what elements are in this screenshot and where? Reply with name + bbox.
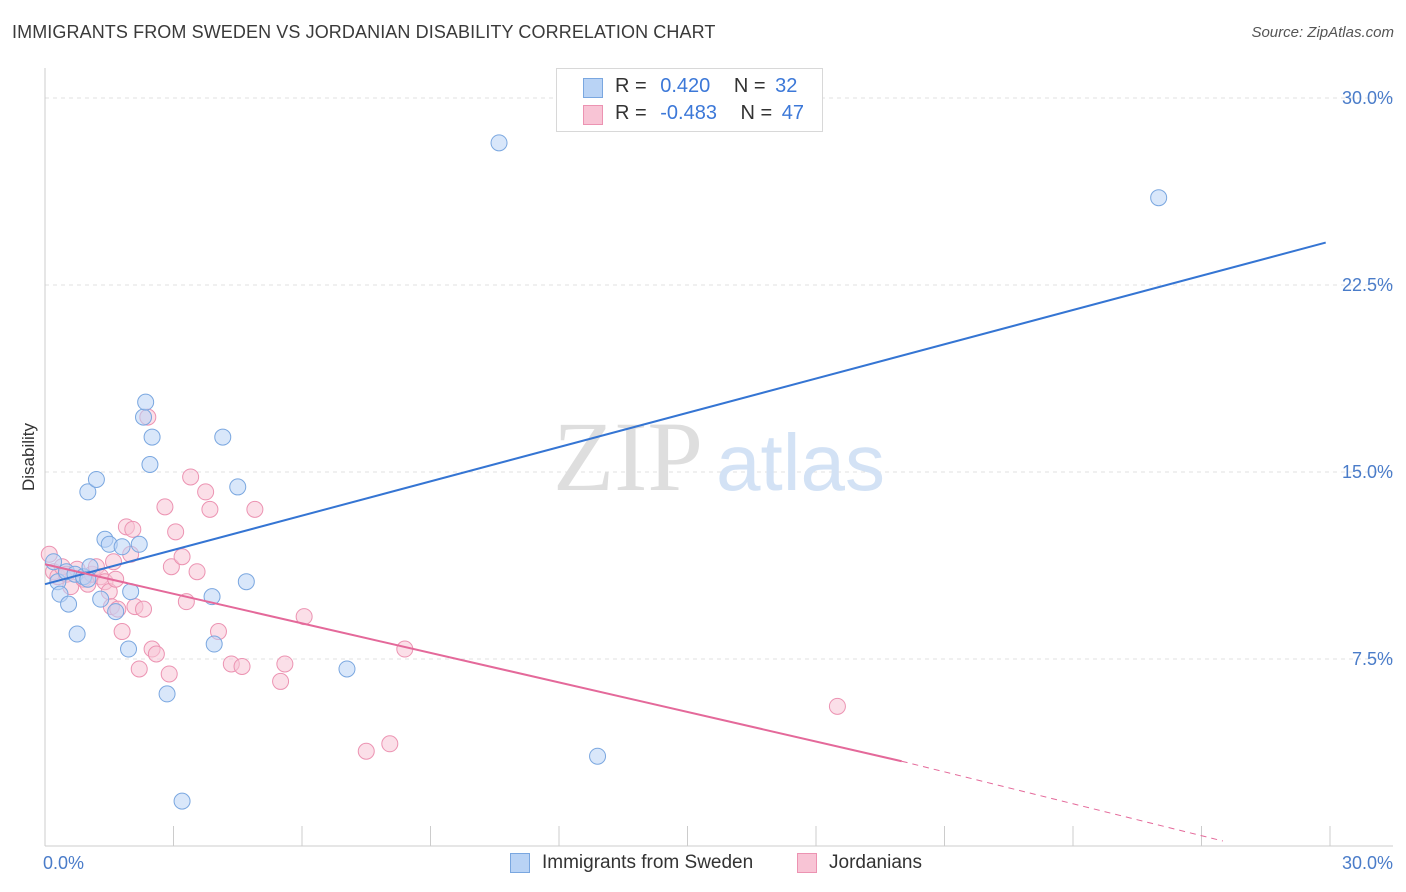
series-jordanians	[40, 408, 846, 760]
chart-title: IMMIGRANTS FROM SWEDEN VS JORDANIAN DISA…	[12, 22, 716, 42]
data-point-immigrants-from-sweden	[79, 483, 97, 501]
data-point-jordanians	[135, 600, 153, 618]
data-point-jordanians	[173, 548, 191, 566]
y-axis-title: Disability	[19, 422, 38, 491]
trend-line-jordanians-extrapolated	[901, 760, 1224, 842]
trend-lines	[44, 241, 1326, 842]
legend-swatch-pink	[797, 853, 817, 873]
data-point-immigrants-from-sweden	[141, 455, 159, 473]
n-label: N =	[733, 75, 766, 97]
legend-row-sweden: R = 0.420 N = 32	[557, 75, 822, 101]
r-label: R =	[615, 75, 647, 97]
x-tick-label: 0.0%	[43, 853, 84, 873]
tick-labels: 7.5% 15.0% 22.5% 30.0% 0.0% 30.0%	[43, 88, 1393, 873]
data-point-jordanians	[246, 500, 264, 518]
data-point-jordanians	[162, 558, 180, 576]
data-point-immigrants-from-sweden	[68, 625, 86, 643]
data-point-immigrants-from-sweden	[143, 428, 161, 446]
r-label: R =	[615, 102, 647, 124]
r-value: -0.483	[660, 102, 717, 124]
data-point-jordanians	[147, 645, 165, 663]
watermark: ZIP atlas	[553, 401, 885, 512]
data-point-immigrants-from-sweden	[589, 747, 607, 765]
data-point-jordanians	[160, 665, 178, 683]
data-point-jordanians	[182, 468, 200, 486]
data-point-immigrants-from-sweden	[205, 635, 223, 653]
axes	[44, 68, 1393, 847]
y-tick-label: 15.0%	[1342, 462, 1393, 482]
legend-label: Jordanians	[829, 852, 922, 873]
data-point-jordanians	[188, 563, 206, 581]
source-label: Source: ZipAtlas.com	[1251, 24, 1394, 41]
n-label: N =	[740, 102, 773, 124]
data-point-jordanians	[197, 483, 215, 501]
data-point-immigrants-from-sweden	[130, 535, 148, 553]
trend-line-jordanians	[44, 563, 902, 763]
y-tick-label: 7.5%	[1352, 649, 1393, 669]
data-point-immigrants-from-sweden	[1150, 189, 1168, 207]
data-point-jordanians	[828, 697, 846, 715]
legend-swatch-pink	[583, 105, 603, 125]
data-point-immigrants-from-sweden	[229, 478, 247, 496]
n-value: 32	[775, 75, 798, 97]
watermark-atlas: atlas	[716, 418, 885, 507]
legend-label: Immigrants from Sweden	[542, 852, 754, 873]
data-point-jordanians	[201, 500, 219, 518]
data-point-jordanians	[124, 520, 142, 538]
legend-swatch-blue	[510, 853, 530, 873]
data-point-immigrants-from-sweden	[203, 588, 221, 606]
data-point-immigrants-from-sweden	[158, 685, 176, 703]
data-point-immigrants-from-sweden	[92, 590, 110, 608]
trend-line-immigrants-from-sweden	[44, 241, 1326, 586]
data-point-immigrants-from-sweden	[237, 573, 255, 591]
r-value: 0.420	[660, 75, 711, 97]
data-point-immigrants-from-sweden	[87, 470, 105, 488]
data-point-immigrants-from-sweden	[107, 603, 125, 621]
data-point-immigrants-from-sweden	[338, 660, 356, 678]
data-point-jordanians	[167, 523, 185, 541]
correlation-legend: R = 0.420 N = 32 R = -0.483 N = 47	[556, 68, 823, 132]
series-immigrants-from-sweden	[45, 134, 1168, 810]
legend-swatch-blue	[583, 78, 603, 98]
data-point-jordanians	[156, 498, 174, 516]
n-value: 47	[781, 102, 805, 124]
data-point-immigrants-from-sweden	[137, 393, 155, 411]
x-tick-label: 30.0%	[1342, 853, 1393, 873]
data-point-immigrants-from-sweden	[60, 595, 78, 613]
data-point-jordanians	[357, 742, 375, 760]
data-point-jordanians	[113, 623, 131, 641]
data-point-immigrants-from-sweden	[214, 428, 232, 446]
data-point-immigrants-from-sweden	[120, 640, 138, 658]
data-point-jordanians	[276, 655, 294, 673]
y-tick-label: 22.5%	[1342, 275, 1393, 295]
data-point-jordanians	[130, 660, 148, 678]
data-point-immigrants-from-sweden	[173, 792, 191, 810]
data-point-jordanians	[381, 735, 399, 753]
watermark-zip: ZIP	[553, 401, 703, 512]
data-point-jordanians	[233, 657, 251, 675]
legend-row-jordanians: R = -0.483 N = 47	[557, 102, 822, 128]
data-point-immigrants-from-sweden	[135, 408, 153, 426]
data-point-immigrants-from-sweden	[113, 538, 131, 556]
y-tick-label: 30.0%	[1342, 88, 1393, 108]
data-point-jordanians	[272, 672, 290, 690]
data-point-immigrants-from-sweden	[490, 134, 508, 152]
